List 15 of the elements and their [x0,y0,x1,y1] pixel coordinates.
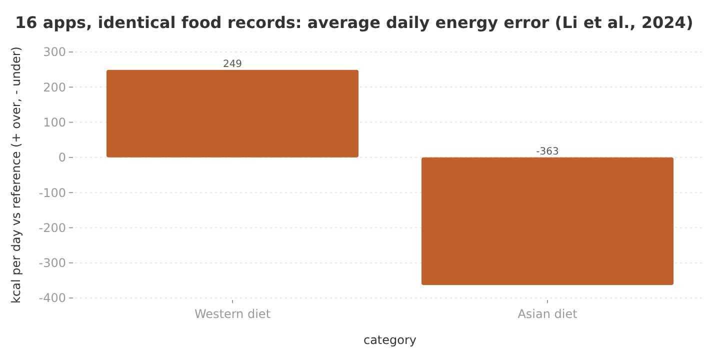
data-label: 249 [222,58,242,70]
x-tick-label: Asian diet [518,307,578,321]
data-label: -363 [536,146,559,158]
y-tick-label: 0 [58,150,66,165]
x-axis-title: category [363,333,417,347]
y-tick-label: -200 [38,220,66,235]
y-tick-label: -400 [38,291,66,306]
y-tick-label: 100 [43,115,66,130]
y-tick-label: -100 [38,186,66,200]
chart-title: 16 apps, identical food records: average daily energy error (Li et al., 2024) [15,13,694,32]
y-axis-title: kcal per day vs reference (+ over, - under) [9,46,23,304]
x-tick-label: Western diet [194,307,271,321]
y-tick-label: -300 [38,256,66,270]
y-tick-label: 300 [43,45,66,60]
y-tick-label: 200 [43,80,66,94]
